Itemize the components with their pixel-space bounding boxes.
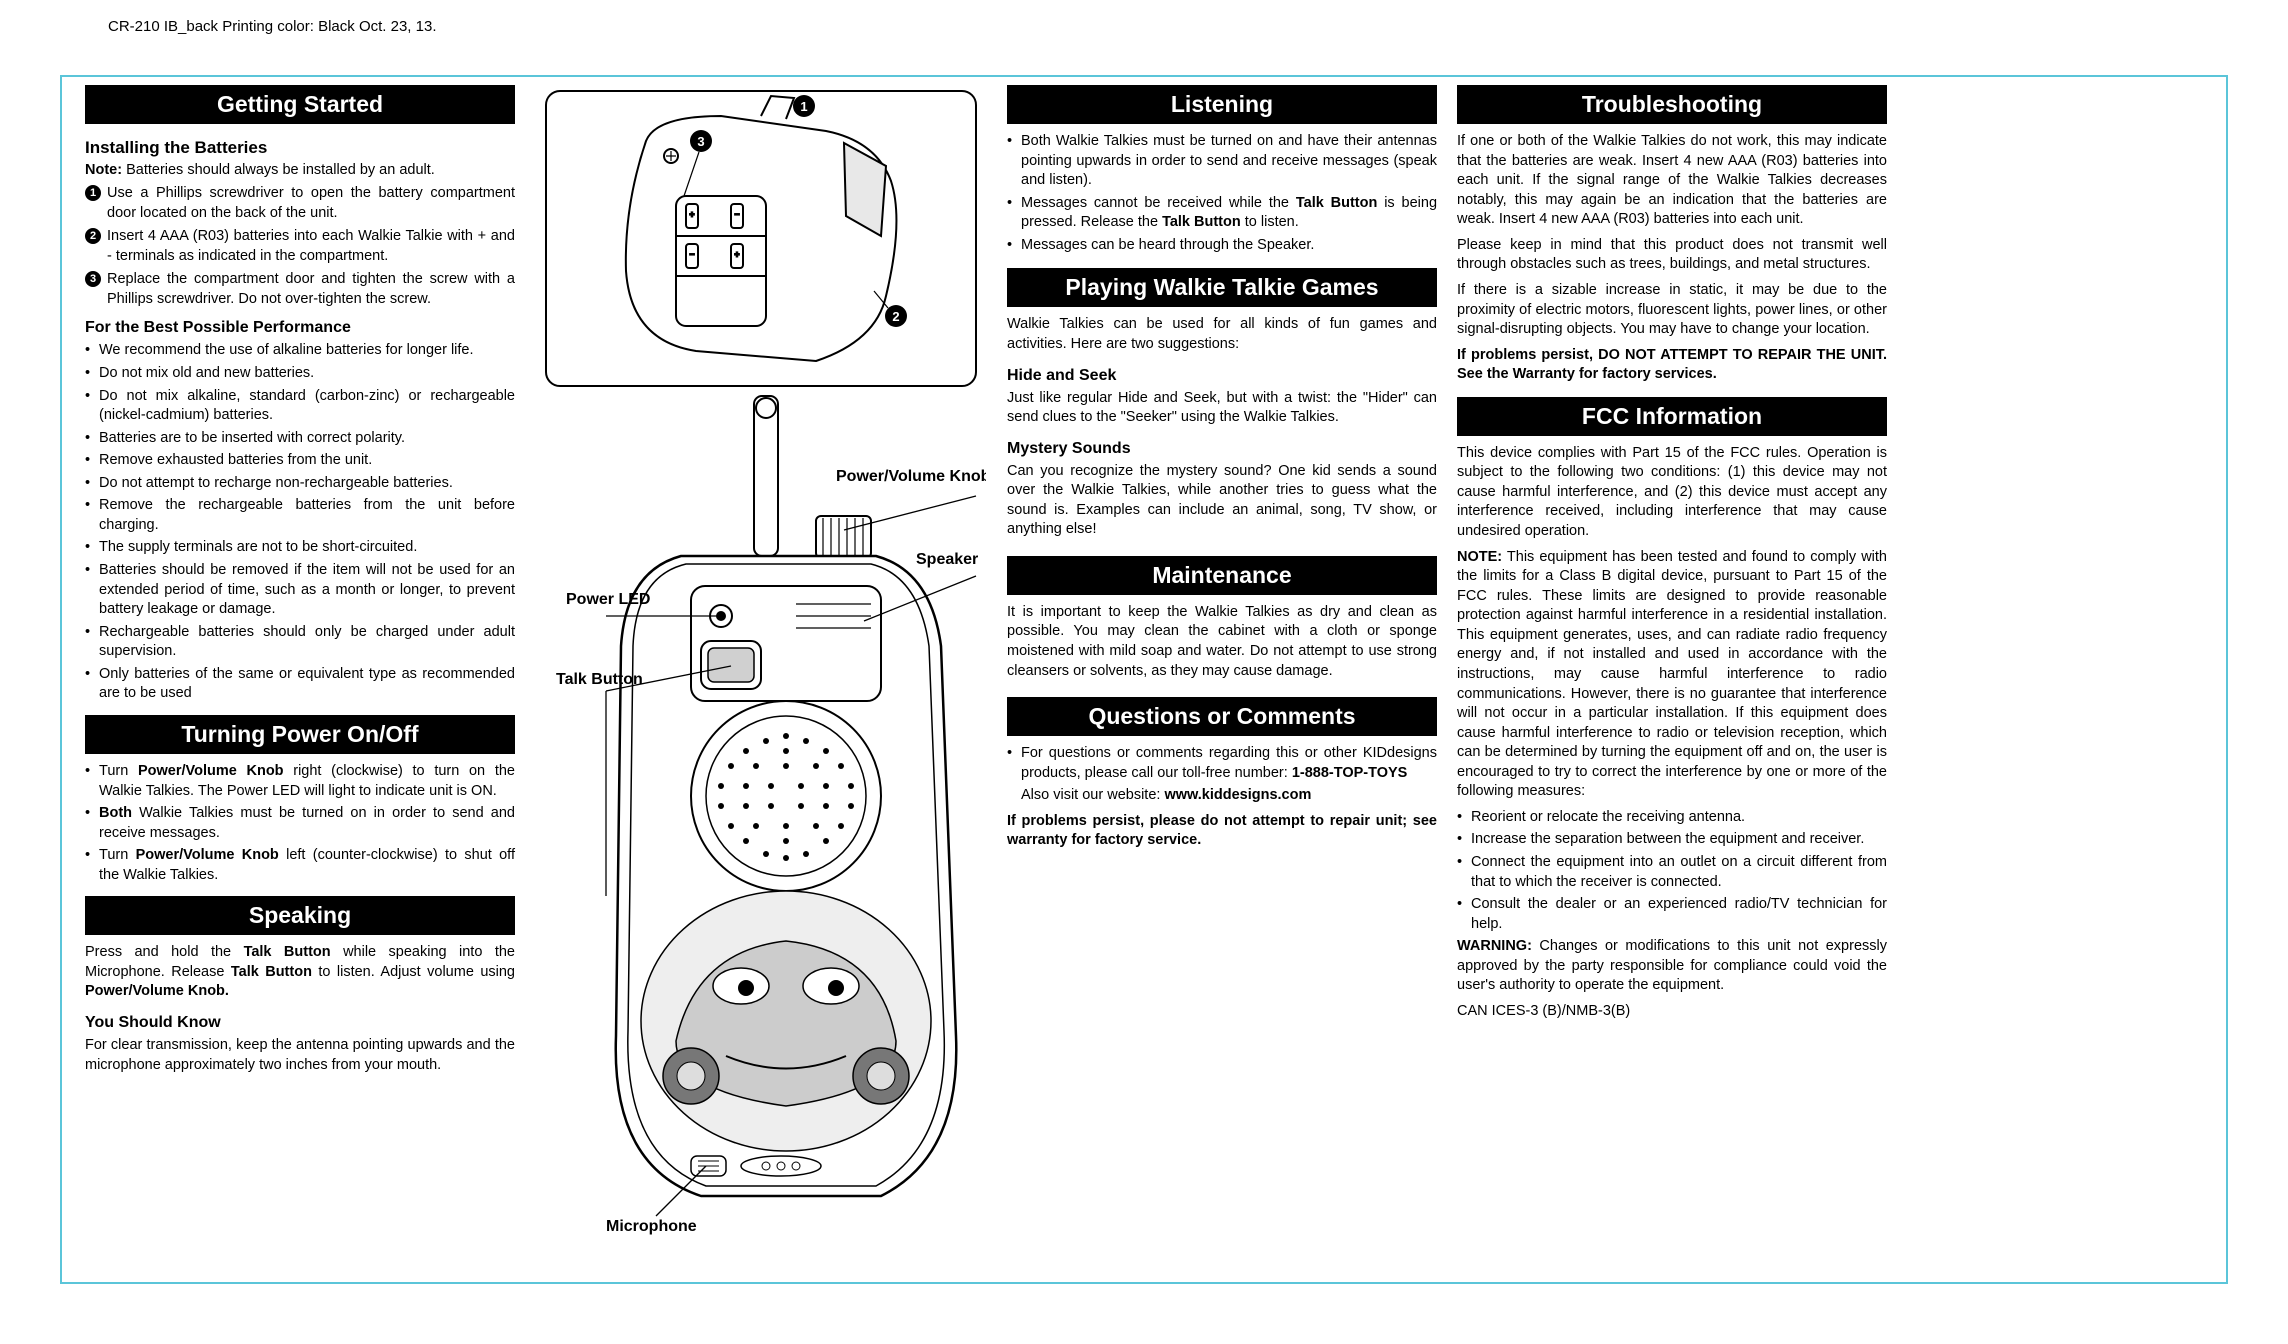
step-num-icon: 3 bbox=[85, 271, 101, 287]
list-item: Batteries should be removed if the item … bbox=[99, 561, 515, 620]
questions-warn: If problems persist, please do not attem… bbox=[1007, 812, 1437, 851]
column-3: Listening Both Walkie Talkies must be tu… bbox=[1007, 85, 1437, 1269]
mystery-subhead: Mystery Sounds bbox=[1007, 440, 1437, 458]
power-list: Turn Power/Volume Knob right (clockwise)… bbox=[85, 762, 515, 888]
list-item: Messages cannot be received while the Ta… bbox=[1021, 194, 1437, 233]
svg-text:1: 1 bbox=[800, 99, 807, 114]
label-talk-button: Talk Button bbox=[556, 671, 643, 688]
step-num-icon: 2 bbox=[85, 228, 101, 244]
label-speaker: Speaker bbox=[916, 551, 978, 568]
trouble-p4: If problems persist, DO NOT ATTEMPT TO R… bbox=[1457, 346, 1887, 385]
install-steps: 1Use a Phillips screwdriver to open the … bbox=[85, 184, 515, 313]
list-item: Batteries are to be inserted with correc… bbox=[99, 429, 515, 449]
installing-batteries-subhead: Installing the Batteries bbox=[85, 138, 515, 158]
questions-list: For questions or comments regarding this… bbox=[1007, 744, 1437, 786]
power-onoff-header: Turning Power On/Off bbox=[85, 715, 515, 754]
list-item: Do not mix alkaline, standard (carbon-zi… bbox=[99, 387, 515, 426]
list-item: Turn Power/Volume Knob right (clockwise)… bbox=[99, 762, 515, 801]
label-power-led: Power LED bbox=[566, 591, 650, 608]
step-1: 1Use a Phillips screwdriver to open the … bbox=[107, 184, 515, 223]
fcc-header: FCC Information bbox=[1457, 397, 1887, 436]
hide-seek-subhead: Hide and Seek bbox=[1007, 367, 1437, 385]
list-item: Rechargeable batteries should only be ch… bbox=[99, 623, 515, 662]
list-item: We recommend the use of alkaline batteri… bbox=[99, 341, 515, 361]
questions-header: Questions or Comments bbox=[1007, 697, 1437, 736]
mystery-text: Can you recognize the mystery sound? One… bbox=[1007, 462, 1437, 540]
speaking-para: Press and hold the Talk Button while spe… bbox=[85, 943, 515, 1002]
best-performance-subhead: For the Best Possible Performance bbox=[85, 319, 515, 337]
listening-list: Both Walkie Talkies must be turned on an… bbox=[1007, 132, 1437, 258]
svg-text:−: − bbox=[690, 250, 695, 259]
print-header: CR-210 IB_back Printing color: Black Oct… bbox=[108, 18, 436, 35]
troubleshooting-header: Troubleshooting bbox=[1457, 85, 1887, 124]
page-content: Getting Started Installing the Batteries… bbox=[85, 85, 2203, 1269]
getting-started-header: Getting Started bbox=[85, 85, 515, 124]
list-item: The supply terminals are not to be short… bbox=[99, 538, 515, 558]
fcc-p2: NOTE: This equipment has been tested and… bbox=[1457, 548, 1887, 802]
step-num-icon: 1 bbox=[85, 185, 101, 201]
you-should-know-subhead: You Should Know bbox=[85, 1014, 515, 1032]
you-should-know-text: For clear transmission, keep the antenna… bbox=[85, 1036, 515, 1075]
svg-text:3: 3 bbox=[697, 134, 704, 149]
label-power-volume: Power/Volume Knob bbox=[836, 468, 986, 485]
website-text: Also visit our website: www.kiddesigns.c… bbox=[1007, 786, 1437, 806]
list-item: Reorient or relocate the receiving anten… bbox=[1471, 808, 1887, 828]
list-item: Remove exhausted batteries from the unit… bbox=[99, 451, 515, 471]
best-performance-list: We recommend the use of alkaline batteri… bbox=[85, 341, 515, 707]
games-intro: Walkie Talkies can be used for all kinds… bbox=[1007, 315, 1437, 354]
list-item: Do not attempt to recharge non-rechargea… bbox=[99, 474, 515, 494]
list-item: Only batteries of the same or equivalent… bbox=[99, 665, 515, 704]
diagram-panel: + − − + 1 2 3 bbox=[535, 85, 987, 1242]
fcc-warn: WARNING: Changes or modifications to thi… bbox=[1457, 937, 1887, 996]
svg-text:+: + bbox=[690, 210, 695, 219]
column-1: Getting Started Installing the Batteries… bbox=[85, 85, 515, 1269]
trouble-p3: If there is a sizable increase in static… bbox=[1457, 281, 1887, 340]
fcc-p1: This device complies with Part 15 of the… bbox=[1457, 444, 1887, 542]
list-item: Consult the dealer or an experienced rad… bbox=[1471, 895, 1887, 934]
svg-text:2: 2 bbox=[892, 309, 899, 324]
label-microphone: Microphone bbox=[606, 1218, 697, 1235]
step-2: 2Insert 4 AAA (R03) batteries into each … bbox=[107, 227, 515, 266]
list-item: Connect the equipment into an outlet on … bbox=[1471, 853, 1887, 892]
list-item: Remove the rechargeable batteries from t… bbox=[99, 496, 515, 535]
hide-seek-text: Just like regular Hide and Seek, but wit… bbox=[1007, 389, 1437, 428]
svg-text:−: − bbox=[735, 210, 740, 219]
battery-note: Note: Batteries should always be install… bbox=[85, 162, 515, 178]
maintenance-text: It is important to keep the Walkie Talki… bbox=[1007, 603, 1437, 681]
can-ices: CAN ICES-3 (B)/NMB-3(B) bbox=[1457, 1002, 1887, 1022]
list-item: Do not mix old and new batteries. bbox=[99, 364, 515, 384]
speaking-header: Speaking bbox=[85, 896, 515, 935]
list-item: For questions or comments regarding this… bbox=[1021, 744, 1437, 783]
list-item: Turn Power/Volume Knob left (counter-clo… bbox=[99, 846, 515, 885]
fcc-bullets: Reorient or relocate the receiving anten… bbox=[1457, 808, 1887, 937]
step-3: 3Replace the compartment door and tighte… bbox=[107, 270, 515, 309]
column-2-diagram: + − − + 1 2 3 bbox=[535, 85, 987, 1269]
games-header: Playing Walkie Talkie Games bbox=[1007, 268, 1437, 307]
listening-header: Listening bbox=[1007, 85, 1437, 124]
list-item: Messages can be heard through the Speake… bbox=[1021, 236, 1437, 256]
list-item: Both Walkie Talkies must be turned on an… bbox=[1021, 132, 1437, 191]
column-4: Troubleshooting If one or both of the Wa… bbox=[1457, 85, 1887, 1269]
list-item: Increase the separation between the equi… bbox=[1471, 830, 1887, 850]
walkie-talkie-diagram: + − − + 1 2 3 bbox=[536, 86, 986, 1236]
trouble-p1: If one or both of the Walkie Talkies do … bbox=[1457, 132, 1887, 230]
maintenance-header: Maintenance bbox=[1007, 556, 1437, 595]
trouble-p2: Please keep in mind that this product do… bbox=[1457, 236, 1887, 275]
svg-text:+: + bbox=[735, 250, 740, 259]
list-item: Both Walkie Talkies must be turned on in… bbox=[99, 804, 515, 843]
